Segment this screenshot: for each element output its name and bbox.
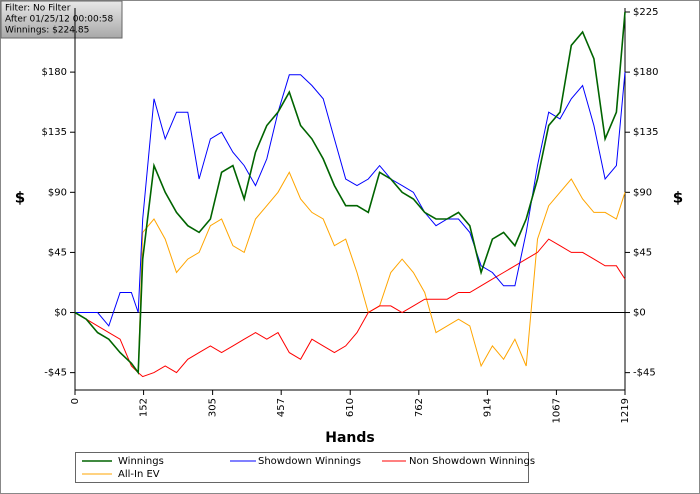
- x-tick-label: 457: [276, 398, 287, 417]
- y2-tick-label: $135: [633, 127, 658, 138]
- y-axis-label: $: [15, 189, 25, 207]
- y2-tick-label: $180: [633, 67, 658, 78]
- y2-tick-label: $225: [633, 7, 658, 18]
- x-tick-label: 152: [139, 398, 150, 417]
- y-tick-label: $135: [42, 127, 67, 138]
- series-line: [75, 72, 626, 327]
- y-tick-label: $0: [54, 308, 67, 319]
- series-line: [74, 171, 626, 375]
- info-box: Filter: No Filter After 01/25/12 00:00:5…: [0, 0, 123, 39]
- info-line: Winnings: $224.85: [5, 26, 89, 36]
- y2-tick-label: -$45: [633, 368, 656, 379]
- y-tick-label: -$45: [44, 368, 67, 379]
- x-tick-label: 305: [208, 398, 219, 417]
- legend-label: Non Showdown Winnings: [409, 456, 535, 467]
- x-tick-label: 1219: [620, 398, 631, 423]
- legend-box: [75, 452, 529, 483]
- x-axis-label: Hands: [325, 430, 375, 446]
- y-tick-label: $180: [42, 67, 67, 78]
- series-line: [74, 238, 626, 378]
- x-tick-label: 610: [345, 398, 356, 417]
- info-background: [0, 0, 123, 39]
- legend-label: All-In EV: [118, 469, 160, 480]
- y2-axis-label: $: [673, 189, 683, 207]
- y-tick-label: $45: [48, 247, 67, 258]
- x-tick-label: 914: [482, 398, 493, 417]
- legend-label: Showdown Winnings: [258, 456, 361, 467]
- y2-tick-label: $0: [633, 308, 646, 319]
- legend-label: Winnings: [118, 456, 164, 467]
- x-tick-label: 0: [70, 398, 81, 404]
- y-tick-label: $90: [48, 187, 67, 198]
- y2-tick-label: $90: [633, 187, 652, 198]
- legend: Winnings Showdown Winnings Non Showdown …: [75, 452, 535, 483]
- x-tick-label: 762: [414, 398, 425, 417]
- x-tick-label: 1067: [551, 398, 562, 423]
- series-line: [74, 11, 626, 375]
- y2-tick-label: $45: [633, 247, 652, 258]
- info-line: After 01/25/12 00:00:58: [5, 15, 113, 25]
- info-line: Filter: No Filter: [5, 4, 71, 14]
